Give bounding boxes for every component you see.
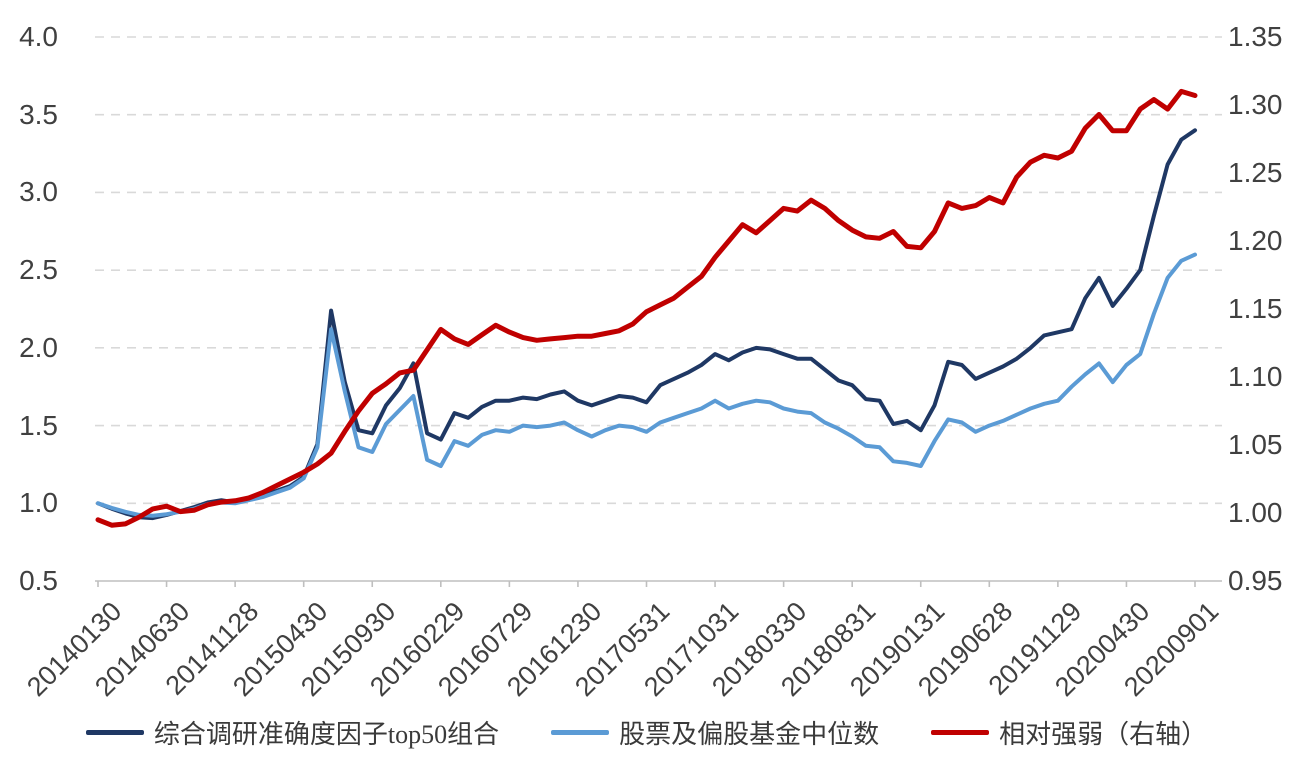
right-axis-tick-label: 1.05 (1228, 429, 1283, 460)
legend: 综合调研准确度因子top50组合 股票及偏股基金中位数 相对强弱（右轴） (0, 714, 1293, 751)
left-axis-tick-label: 3.5 (19, 98, 58, 130)
legend-swatch-red (931, 730, 990, 735)
right-axis-tick-label: 1.25 (1228, 157, 1283, 188)
left-axis-tick-label: 4.0 (19, 21, 58, 52)
legend-label: 股票及偏股基金中位数 (619, 720, 880, 749)
legend-item-top50-portfolio: 综合调研准确度因子top50组合 (85, 714, 500, 751)
legend-label: 综合调研准确度因子top50组合 (153, 720, 500, 749)
left-axis-tick-label: 2.0 (19, 331, 58, 363)
right-axis-tick-label: 1.35 (1228, 21, 1283, 52)
series-line-2 (95, 88, 1198, 528)
left-axis-tick-label: 2.5 (19, 254, 58, 286)
right-axis-tick-label: 1.30 (1228, 89, 1283, 120)
legend-swatch-lightblue (551, 730, 610, 735)
left-axis-tick-label: 1.0 (19, 487, 58, 519)
right-axis-tick-label: 1.10 (1228, 361, 1283, 392)
right-axis-tick-label: 1.00 (1228, 497, 1283, 528)
series-line-1 (96, 252, 1197, 518)
legend-item-fund-median: 股票及偏股基金中位数 (551, 714, 879, 751)
left-axis-tick-label: 0.5 (19, 565, 58, 596)
legend-swatch-navy (85, 730, 144, 735)
series-line-0 (96, 128, 1197, 521)
right-axis-tick-label: 1.20 (1228, 225, 1283, 256)
left-axis-tick-label: 1.5 (19, 409, 58, 441)
legend-label: 相对强弱（右轴） (999, 720, 1208, 749)
right-axis-tick-label: 0.95 (1228, 565, 1283, 596)
legend-item-relative-strength: 相对强弱（右轴） (931, 714, 1207, 751)
left-axis-tick-label: 3.0 (19, 176, 58, 208)
right-axis-tick-label: 1.15 (1228, 293, 1283, 324)
